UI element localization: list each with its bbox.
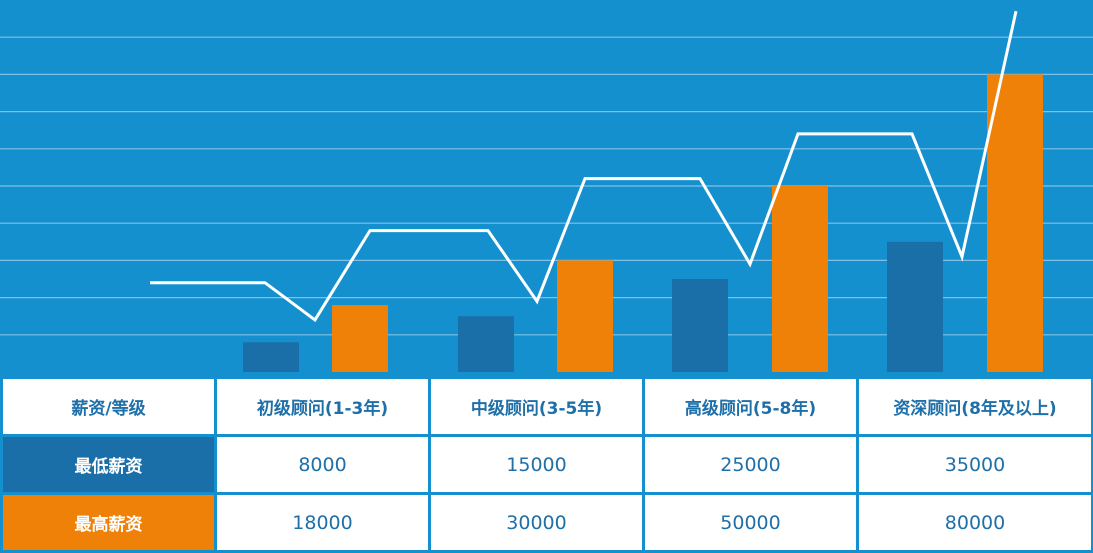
- table-cell: 25000: [645, 437, 856, 492]
- table-cell: 15000: [431, 437, 642, 492]
- bar-max-salary: [557, 260, 613, 372]
- bar-max-salary: [987, 74, 1043, 373]
- bar-max-salary: [332, 305, 388, 372]
- bar-min-salary: [887, 241, 943, 372]
- level-header: 高级顾问(5-8年): [645, 379, 856, 434]
- bar-min-salary: [672, 279, 728, 372]
- table-header-row: 薪资/等级 初级顾问(1-3年) 中级顾问(3-5年) 高级顾问(5-8年) 资…: [3, 379, 1091, 434]
- table-cell: 50000: [645, 495, 856, 550]
- row-label-max-salary: 最高薪资: [3, 495, 214, 550]
- salary-chart: [0, 10, 1093, 373]
- table-cell: 35000: [859, 437, 1091, 492]
- table-cell: 8000: [217, 437, 428, 492]
- salary-table: 薪资/等级 初级顾问(1-3年) 中级顾问(3-5年) 高级顾问(5-8年) 资…: [0, 376, 1093, 553]
- level-header: 初级顾问(1-3年): [217, 379, 428, 434]
- corner-header: 薪资/等级: [3, 379, 214, 434]
- bar-min-salary: [458, 316, 514, 372]
- row-label-min-salary: 最低薪资: [3, 437, 214, 492]
- table-row-max: 最高薪资 18000 30000 50000 80000: [3, 495, 1091, 550]
- table-row-min: 最低薪资 8000 15000 25000 35000: [3, 437, 1091, 492]
- table-cell: 80000: [859, 495, 1091, 550]
- bar-min-salary: [243, 342, 299, 372]
- table-cell: 30000: [431, 495, 642, 550]
- level-header: 中级顾问(3-5年): [431, 379, 642, 434]
- bar-max-salary: [772, 186, 828, 372]
- table-cell: 18000: [217, 495, 428, 550]
- level-header: 资深顾问(8年及以上): [859, 379, 1091, 434]
- trend-line: [150, 10, 1018, 323]
